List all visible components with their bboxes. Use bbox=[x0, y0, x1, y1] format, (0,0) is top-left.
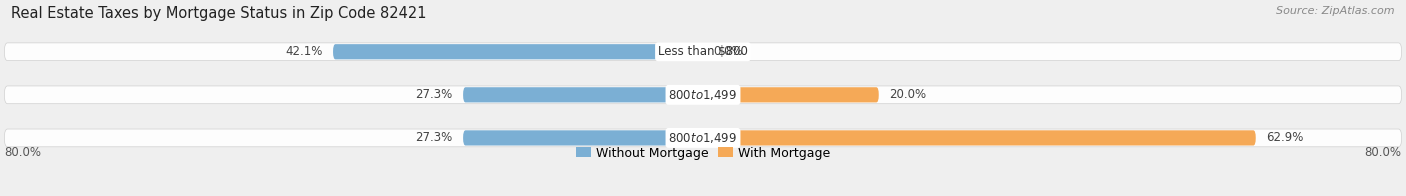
FancyBboxPatch shape bbox=[703, 87, 879, 103]
Text: Less than $800: Less than $800 bbox=[658, 45, 748, 58]
FancyBboxPatch shape bbox=[463, 87, 703, 103]
Legend: Without Mortgage, With Mortgage: Without Mortgage, With Mortgage bbox=[571, 142, 835, 164]
Text: 27.3%: 27.3% bbox=[415, 131, 453, 144]
Text: 62.9%: 62.9% bbox=[1267, 131, 1303, 144]
Text: Source: ZipAtlas.com: Source: ZipAtlas.com bbox=[1277, 6, 1395, 16]
Text: 27.3%: 27.3% bbox=[415, 88, 453, 101]
FancyBboxPatch shape bbox=[4, 129, 1402, 147]
Text: $800 to $1,499: $800 to $1,499 bbox=[668, 131, 738, 145]
FancyBboxPatch shape bbox=[333, 44, 703, 59]
FancyBboxPatch shape bbox=[463, 130, 703, 145]
Text: Real Estate Taxes by Mortgage Status in Zip Code 82421: Real Estate Taxes by Mortgage Status in … bbox=[11, 6, 427, 21]
Text: 20.0%: 20.0% bbox=[889, 88, 927, 101]
FancyBboxPatch shape bbox=[703, 130, 1256, 145]
Text: 80.0%: 80.0% bbox=[4, 146, 41, 160]
Text: 80.0%: 80.0% bbox=[1365, 146, 1402, 160]
FancyBboxPatch shape bbox=[4, 43, 1402, 61]
Text: 0.0%: 0.0% bbox=[713, 45, 744, 58]
FancyBboxPatch shape bbox=[4, 86, 1402, 104]
Text: $800 to $1,499: $800 to $1,499 bbox=[668, 88, 738, 102]
Text: 42.1%: 42.1% bbox=[285, 45, 322, 58]
